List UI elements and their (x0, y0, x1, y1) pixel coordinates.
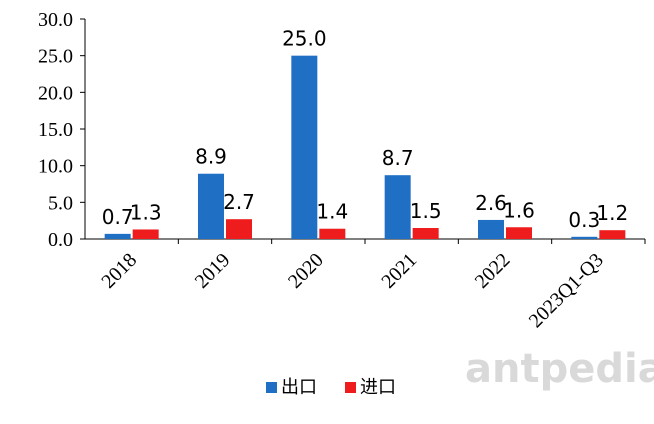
data-label: 0.3 (568, 208, 600, 232)
data-labels: 0.71.3 8.9 2.7 25.0 1.4 8.7 1.5 2.61.6 0.31.2 (102, 27, 628, 232)
bar-import (412, 228, 439, 239)
bar-import (132, 229, 159, 239)
bars (104, 55, 626, 239)
data-label: 1.4 (316, 200, 348, 224)
bar-export (571, 236, 598, 239)
legend-label-import: 进口 (360, 377, 396, 398)
x-tick-label: 2018 (97, 249, 141, 293)
data-label: 8.9 (195, 145, 227, 169)
data-label: 25.0 (282, 27, 327, 51)
legend-swatch-export (266, 382, 277, 393)
y-tick-label: 10.0 (38, 156, 73, 178)
bar-export (291, 55, 318, 239)
watermark: antpedia (465, 346, 654, 392)
y-tick-label: 5.0 (48, 192, 73, 214)
data-label: 8.7 (382, 146, 414, 170)
data-label: 1.5 (410, 199, 442, 223)
y-tick-label: 30.0 (38, 9, 73, 31)
legend-label-export: 出口 (281, 377, 317, 398)
x-tick-label: 2022 (471, 249, 515, 293)
bar-export (198, 173, 224, 239)
x-axis: 2018 2019 2020 2021 2022 2023Q1-Q3 (85, 238, 646, 332)
data-label: 1.2 (596, 201, 628, 225)
data-label: 1.6 (503, 198, 535, 222)
x-tick-label: 2021 (377, 249, 421, 293)
data-label: 2.6 (475, 191, 507, 215)
bar-import (599, 230, 626, 239)
bar-import (319, 228, 346, 239)
y-tick-label: 20.0 (38, 82, 73, 104)
bar-export (104, 233, 131, 239)
bar-export (478, 219, 504, 239)
y-tick-label: 0.0 (48, 229, 73, 251)
y-tick-label: 25.0 (38, 46, 73, 68)
legend-swatch-import (345, 382, 356, 393)
x-tick-label: 2023Q1-Q3 (525, 249, 608, 332)
data-label: 0.7 (102, 205, 134, 229)
x-tick-label: 2020 (284, 249, 328, 293)
x-tick-label: 2019 (191, 249, 235, 293)
data-label: 1.3 (130, 200, 162, 224)
bar-import (506, 227, 532, 239)
bar-import (226, 219, 252, 239)
y-axis: 0.0 5.0 10.0 15.0 20.0 25.0 30.0 (38, 9, 86, 251)
bar-export (384, 175, 411, 239)
y-tick-label: 15.0 (38, 119, 73, 141)
data-label: 2.7 (223, 190, 255, 214)
legend: 出口 进口 (266, 377, 396, 398)
